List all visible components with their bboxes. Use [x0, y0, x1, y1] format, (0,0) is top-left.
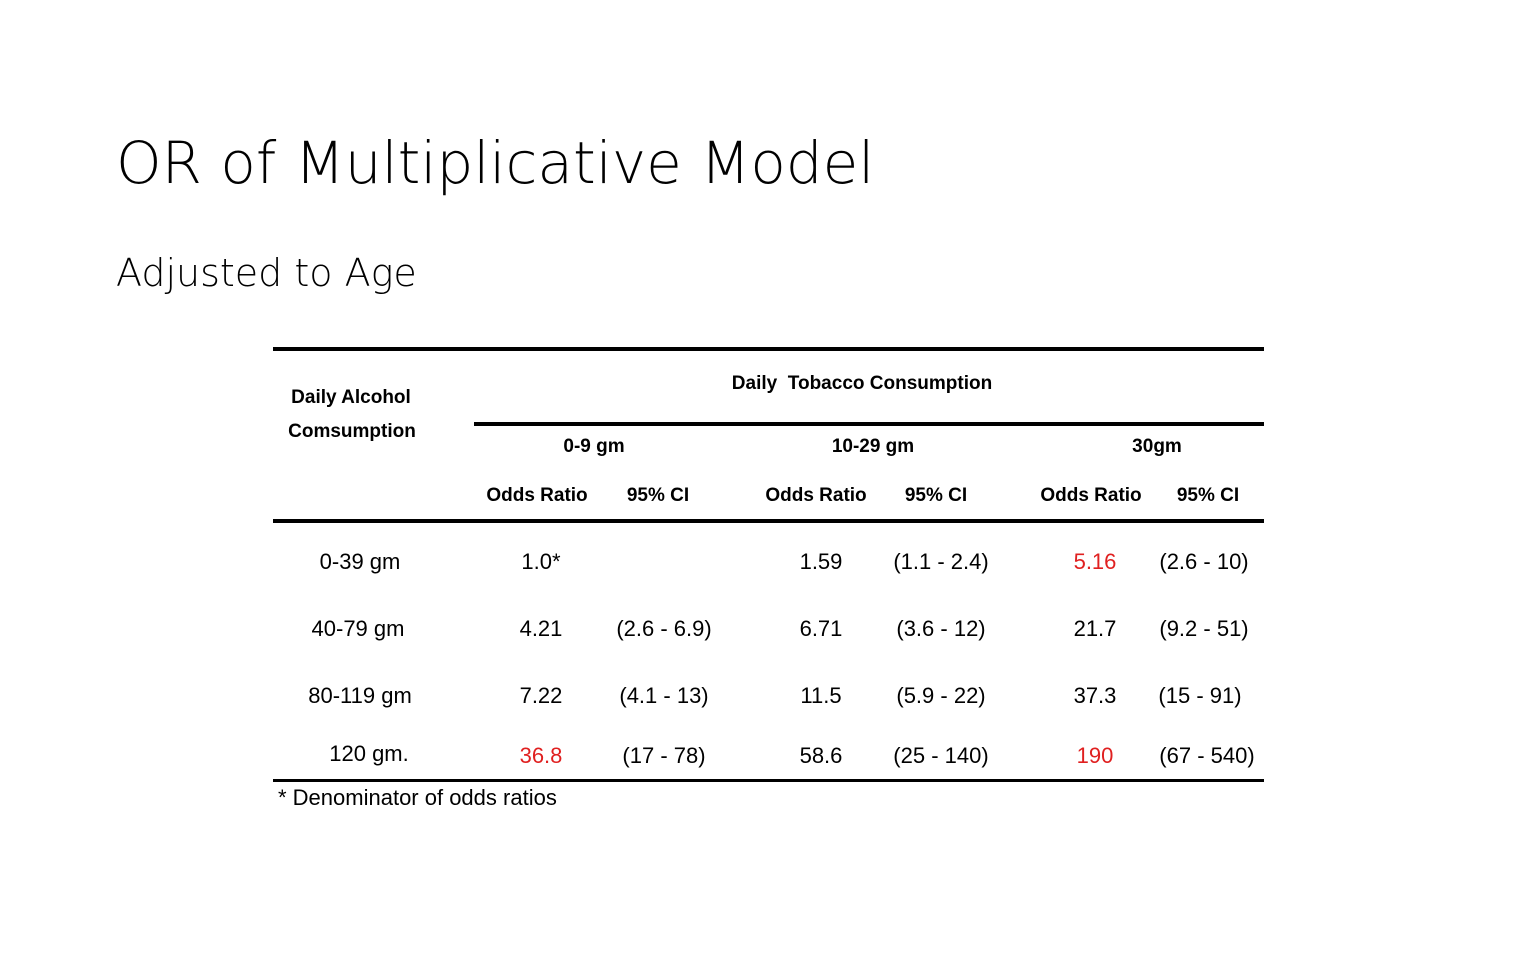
ci-header: 95% CI: [1176, 485, 1240, 506]
table-cell: (15 - 91): [1158, 683, 1242, 708]
table-cell: (17 - 78): [622, 743, 706, 768]
table-cell: (4.1 - 13): [619, 683, 709, 708]
row-label: 80-119 gm: [308, 683, 412, 708]
odds-ratio-header: Odds Ratio: [765, 485, 867, 506]
table-cell-highlight: 36.8: [519, 743, 563, 768]
tobacco-group-header: 30gm: [1132, 436, 1182, 457]
table-cell: 4.21: [519, 616, 563, 641]
table-footnote: * Denominator of odds ratios: [278, 785, 557, 810]
table-cell: (2.6 - 10): [1159, 549, 1249, 574]
odds-ratio-header: Odds Ratio: [1040, 485, 1142, 506]
table-cell: (3.6 - 12): [896, 616, 986, 641]
table-cell: (9.2 - 51): [1159, 616, 1249, 641]
table-cell: 1.0*: [521, 549, 561, 574]
header-bottom-rule: [273, 519, 1264, 523]
ci-header: 95% CI: [904, 485, 968, 506]
table-cell: 58.6: [799, 743, 843, 768]
table-cell: (5.9 - 22): [896, 683, 986, 708]
tobacco-group-header: 0-9 gm: [563, 436, 625, 457]
table-top-rule: [273, 347, 1264, 351]
table-cell: 11.5: [800, 683, 842, 708]
ci-header: 95% CI: [626, 485, 690, 506]
table-cell: (2.6 - 6.9): [616, 616, 712, 641]
odds-ratio-header: Odds Ratio: [486, 485, 588, 506]
table-cell: (25 - 140): [893, 743, 989, 768]
row-header-line1: Daily Alcohol: [291, 387, 411, 408]
table-cell: (67 - 540): [1159, 743, 1255, 768]
slide-title: OR of Multiplicative Model: [116, 129, 875, 197]
row-label: 40-79 gm: [311, 616, 405, 641]
table-bottom-rule: [273, 779, 1264, 782]
table-cell: 37.3: [1073, 683, 1117, 708]
table-cell: 6.71: [799, 616, 843, 641]
table-cell: 1.59: [799, 549, 843, 574]
tobacco-group-header: 10-29 gm: [831, 436, 915, 457]
row-label: 0-39 gm: [319, 549, 401, 574]
row-header-line2: Comsumption: [288, 421, 416, 442]
slide-subtitle: Adjusted to Age: [116, 251, 417, 295]
table-cell: (1.1 - 2.4): [893, 549, 989, 574]
table-cell-highlight: 5.16: [1073, 549, 1117, 574]
table-cell: 7.22: [519, 683, 563, 708]
table-cell-highlight: 190: [1076, 743, 1114, 768]
row-label: 120 gm.: [329, 741, 409, 766]
column-group-header: Daily Tobacco Consumption: [731, 373, 993, 394]
table-cell: 21.7: [1073, 616, 1117, 641]
group-header-rule: [474, 422, 1264, 426]
